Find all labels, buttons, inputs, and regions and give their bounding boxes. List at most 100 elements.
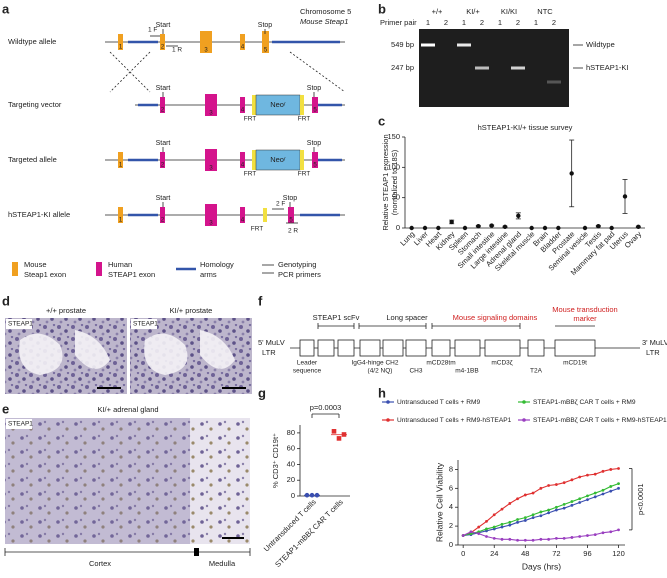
exon-number: 4	[241, 163, 245, 169]
y-tick-label: 150	[387, 132, 400, 141]
data-point	[601, 469, 605, 473]
data-point	[500, 522, 504, 526]
y-axis-label: Relative STEAP1 expression	[381, 134, 390, 230]
micrograph-shade	[5, 418, 190, 544]
exon-number: 2	[161, 45, 165, 51]
exon-number: 2	[161, 108, 165, 114]
data-point	[593, 472, 597, 476]
data-point	[485, 535, 488, 538]
x-tick-label: 48	[521, 549, 529, 558]
x-tick-label: 96	[583, 549, 591, 558]
data-point	[461, 534, 465, 537]
domain-label: T2A	[530, 368, 543, 375]
data-point	[436, 225, 441, 231]
data-point	[485, 527, 488, 531]
genotype-label: KI/+	[466, 7, 480, 16]
data-point	[539, 514, 543, 518]
chromosome-label: Chromosome 5	[300, 7, 351, 16]
data-point	[531, 513, 535, 517]
data-point	[531, 538, 535, 542]
x-axis-label: Days (hrs)	[522, 561, 561, 571]
exon-number: 2	[161, 163, 165, 169]
data-point	[609, 489, 613, 493]
legend-label: STEAP1-mBBζ CAR T cells + RM9-hSTEAP1	[533, 417, 667, 424]
exon-number: 3	[209, 221, 213, 227]
data-point	[554, 483, 558, 486]
lumen	[19, 330, 110, 375]
band-label: Wildtype	[586, 40, 615, 49]
neo-label: Neoʳ	[270, 100, 286, 109]
data-point	[539, 510, 543, 514]
primer-label: 2 F	[276, 201, 285, 208]
region-label: Medulla	[209, 559, 236, 568]
data-point	[539, 486, 543, 490]
ltr-label: 5' MuLV	[258, 338, 285, 347]
start-label: Start	[156, 140, 171, 147]
data-point	[500, 507, 504, 511]
lane-label: 2	[516, 18, 520, 27]
exon	[160, 152, 165, 168]
panel-label: e	[2, 401, 9, 416]
exon	[288, 207, 294, 223]
y-axis-label: % CD3⁺ CD19t⁺	[271, 433, 280, 488]
recombination-line	[109, 51, 151, 93]
allele-label: Targeting vector	[8, 100, 62, 109]
genotype-label: NTC	[537, 7, 553, 16]
data-point	[596, 223, 601, 229]
data-point	[547, 537, 551, 541]
panel-label: b	[378, 1, 386, 16]
exon-number: 5	[313, 163, 317, 169]
lane-label: 1	[498, 18, 502, 27]
gel-band	[457, 43, 471, 47]
data-point	[508, 502, 512, 505]
panel-label: f	[258, 293, 263, 308]
data-point	[578, 497, 582, 501]
data-point	[562, 481, 566, 485]
exon-number: 1	[119, 218, 123, 224]
data-point	[469, 530, 473, 534]
data-point	[516, 497, 519, 501]
data-point	[508, 523, 512, 527]
data-point	[502, 224, 508, 229]
frt-site	[252, 95, 256, 115]
exon	[312, 152, 318, 168]
legend-label: STEAP1-mBBζ CAR T cells + RM9	[533, 399, 636, 406]
data-point	[554, 536, 558, 540]
domain-label: mCD3ζ	[491, 360, 512, 367]
panel-label: a	[2, 1, 10, 16]
start-label: Start	[156, 195, 171, 202]
frt-site	[252, 150, 256, 170]
gel-band	[547, 80, 561, 84]
data-point	[586, 498, 589, 502]
p-value: p<0.0001	[636, 483, 645, 515]
y-axis-label: Relative Cell Viability	[434, 462, 444, 542]
lane-label: 2	[480, 18, 484, 27]
data-point	[547, 484, 551, 487]
data-point	[476, 223, 481, 229]
frt-label: FRT	[298, 116, 311, 123]
data-point	[578, 475, 582, 479]
size-label: 549 bp	[391, 40, 414, 49]
frt-site	[300, 95, 304, 115]
data-point	[569, 171, 574, 176]
panel-label: c	[378, 113, 385, 128]
allele-label: Wildtype allele	[8, 37, 56, 46]
y-tick-label: 0	[396, 223, 400, 232]
stain-box	[131, 319, 157, 329]
data-point	[516, 213, 521, 219]
exon	[262, 31, 269, 53]
data-point	[500, 537, 504, 541]
data-point	[601, 492, 605, 496]
data-point	[449, 219, 454, 225]
data-point	[485, 519, 488, 523]
data-point	[508, 520, 512, 524]
data-point	[609, 468, 613, 471]
exon-number: 3	[209, 166, 213, 172]
stop-label: Stop	[283, 195, 298, 202]
ltr-label: 3' MuLV	[642, 338, 667, 347]
data-point	[617, 482, 620, 486]
data-point	[531, 516, 535, 520]
x-tick-label: 120	[612, 549, 625, 558]
start-label: Start	[156, 85, 171, 92]
data-point	[609, 530, 613, 534]
